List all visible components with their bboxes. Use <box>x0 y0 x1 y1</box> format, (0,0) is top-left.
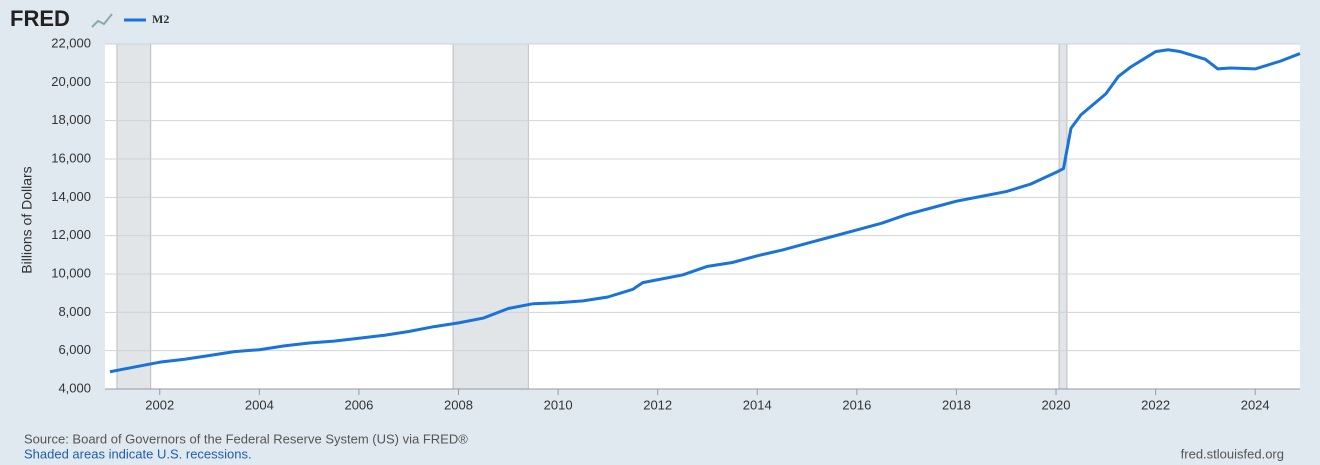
y-tick-label: 16,000 <box>51 150 91 165</box>
recession-band <box>1058 43 1068 390</box>
source: Source: Board of Governors of the Federa… <box>24 431 468 446</box>
x-tick-label: 2022 <box>1141 397 1170 412</box>
y-tick-label: 12,000 <box>51 227 91 242</box>
x-tick-label: 2004 <box>245 397 274 412</box>
logo-icon <box>91 13 113 28</box>
y-tick-label: 22,000 <box>51 35 91 50</box>
x-tick-label: 2008 <box>444 397 473 412</box>
site-url: fred.stlouisfed.org <box>1181 446 1284 461</box>
x-tick-label: 2012 <box>643 397 672 412</box>
y-tick-label: 8,000 <box>58 304 91 319</box>
y-tick-label: 14,000 <box>51 189 91 204</box>
plot-area <box>105 44 1300 389</box>
y-tick-label: 20,000 <box>51 74 91 89</box>
y-tick-label: 6,000 <box>58 342 91 357</box>
x-tick-label: 2024 <box>1241 397 1270 412</box>
logo: FRED <box>10 6 70 31</box>
x-tick-label: 2016 <box>842 397 871 412</box>
y-tick-label: 10,000 <box>51 265 91 280</box>
x-tick-label: 2014 <box>743 397 772 412</box>
recession-note: Shaded areas indicate U.S. recessions. <box>24 446 252 461</box>
y-tick-label: 18,000 <box>51 112 91 127</box>
legend-label: M2 <box>152 12 169 26</box>
x-tick-label: 2020 <box>1042 397 1071 412</box>
x-tick-label: 2006 <box>344 397 373 412</box>
recession-band <box>452 43 529 390</box>
series-line <box>109 48 1301 374</box>
x-tick-label: 2018 <box>942 397 971 412</box>
recession-band <box>116 43 152 390</box>
x-tick-label: 2002 <box>145 397 174 412</box>
x-tick-label: 2010 <box>544 397 573 412</box>
y-tick-label: 4,000 <box>58 380 91 395</box>
y-axis-label: Billions of Dollars <box>19 166 35 273</box>
